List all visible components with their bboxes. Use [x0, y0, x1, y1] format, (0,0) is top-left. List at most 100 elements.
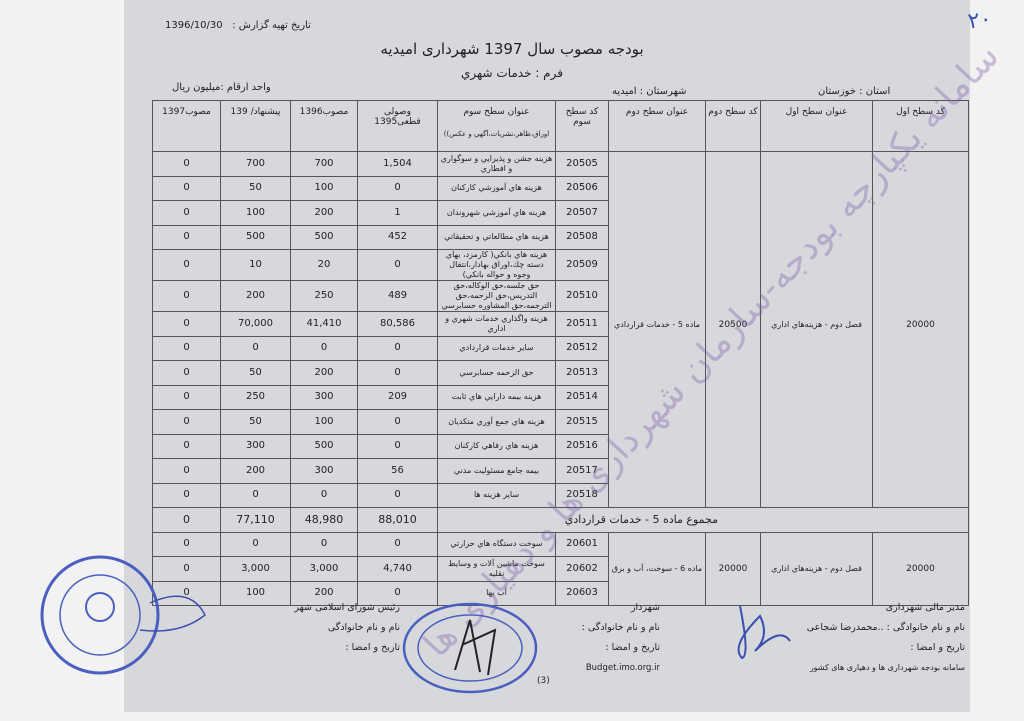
- header-level3-title-text: عنوان سطح سوم: [463, 107, 530, 117]
- cell-approved-1397: 0: [152, 200, 221, 226]
- cell-proposed-1397: 100: [220, 200, 291, 226]
- council-signature-block: رئیس شورای اسلامی شهر نام و نام خانوادگی…: [250, 598, 400, 658]
- cell-proposed-1397: 10: [220, 249, 291, 281]
- system-footer: سامانه بودجه شهرداری ها و دهیاری های کشو…: [809, 663, 965, 672]
- finance-date: تاریخ و امضا :: [910, 642, 965, 653]
- cell-proposed-1397: 70,000: [220, 311, 291, 337]
- cell-approved-1397: 0: [152, 151, 221, 177]
- cell-title: هزينه هاي جمع آوري متكديان: [437, 409, 556, 435]
- total-approved-1397: 0: [152, 507, 221, 533]
- cell-code: 20509: [555, 249, 609, 281]
- cell-code: 20508: [555, 224, 609, 250]
- cell-approved-1396: 200: [290, 200, 358, 226]
- cell-approved-1396: 200: [290, 580, 358, 606]
- header-approved-1397: مصوب1397: [152, 100, 221, 152]
- cell-approved-1397: 0: [152, 249, 221, 281]
- cell-approved-1396: 0: [290, 482, 358, 508]
- cell-actual-1395: 0: [357, 409, 438, 435]
- cell-actual-1395: 1,504: [357, 151, 438, 177]
- cell-code: 20506: [555, 175, 609, 201]
- cell-approved-1397: 0: [152, 311, 221, 337]
- cell-proposed-1397: 300: [220, 433, 291, 459]
- cell-approved-1397: 0: [152, 224, 221, 250]
- cell-proposed-1397: 100: [220, 580, 291, 606]
- table-row: 20511 هزينه واگذاري خدمات شهري و اداري 80,…: [152, 311, 969, 337]
- cell-actual-1395: 0: [357, 249, 438, 281]
- website: Budget.imo.org.ir: [585, 663, 660, 673]
- mayor-role: شهردار: [630, 602, 660, 613]
- table-row: 20509 هزينه هاي بانكي( كارمزد، بهاي دسته …: [152, 249, 969, 281]
- cell-title: ساير خدمات قراردادي: [437, 335, 556, 361]
- cell-approved-1397: 0: [152, 458, 221, 484]
- table-row: 20510 حق جلسه،حق الوكاله،حق التدريس،حق ال…: [152, 280, 969, 312]
- budget-table: کد سطح اول عنوان سطح اول کد سطح دوم عنوا…: [152, 100, 969, 606]
- cell-approved-1396: 100: [290, 409, 358, 435]
- cell-approved-1397: 0: [152, 175, 221, 201]
- total-approved-1396: 48,980: [290, 507, 358, 533]
- mayor-name: نام و نام خانوادگی :: [581, 622, 660, 633]
- table-row: 20000 فصل دوم - هزینه‌هاي اداري 20500 ماده …: [152, 151, 969, 508]
- cell-actual-1395: 1: [357, 200, 438, 226]
- cell-title: هزينه هاي مطالعاتي و تحقيقاتي: [437, 224, 556, 250]
- cell-proposed-1397: 0: [220, 335, 291, 361]
- cell-proposed-1397: 200: [220, 280, 291, 312]
- cell-level2-code: 20500: [705, 151, 761, 508]
- cell-approved-1396: 3,000: [290, 556, 358, 582]
- county: شهرستان : امیدیه: [612, 86, 687, 97]
- cell-code: 20515: [555, 409, 609, 435]
- cell-level1-title: فصل دوم - هزینه‌هاي اداري: [760, 151, 873, 508]
- header-level1-title: عنوان سطح اول: [760, 100, 873, 152]
- finance-name: نام و نام خانوادگی : ..محمدرضا شجاعی: [806, 622, 965, 633]
- header-approved-1396: مصوب1396: [290, 100, 358, 152]
- handwritten-page-number: ۲۰: [966, 6, 994, 35]
- table-row: 20513 حق الزحمه حسابرسي 0 200 50 0: [152, 360, 969, 386]
- unit: واحد ارقام :میلیون ریال: [172, 82, 271, 93]
- header-level3-title: عنوان سطح سوم اوراق،ظاهر،نشریات،آگهي و عک…: [437, 100, 556, 152]
- report-date-label: تاریخ تهیه گزارش :: [232, 20, 311, 31]
- cell-proposed-1397: 50: [220, 409, 291, 435]
- finance-signature-block: مدیر مالی شهرداری نام و نام خانوادگی : .…: [780, 598, 965, 678]
- council-name: نام و نام خانوادگی: [327, 622, 400, 633]
- cell-actual-1395: 0: [357, 531, 438, 557]
- cell-proposed-1397: 250: [220, 384, 291, 410]
- council-stamp-icon: [40, 555, 206, 675]
- cell-code: 20601: [555, 531, 609, 557]
- cell-approved-1397: 0: [152, 482, 221, 508]
- cell-code: 20505: [555, 151, 609, 177]
- cell-actual-1395: 452: [357, 224, 438, 250]
- cell-title: ساير هزينه ها: [437, 482, 556, 508]
- cell-title: آب بها: [437, 580, 556, 606]
- cell-title: هزينه هاي آموزشي شهروندان: [437, 200, 556, 226]
- page-number: (3): [537, 676, 550, 686]
- mayor-date: تاریخ و امضا :: [605, 642, 660, 653]
- cell-approved-1396: 250: [290, 280, 358, 312]
- cell-title: سوخت دستگاه هاي حرارتي: [437, 531, 556, 557]
- cell-code: 20603: [555, 580, 609, 606]
- cell-actual-1395: 209: [357, 384, 438, 410]
- finance-signature-icon: [737, 605, 791, 660]
- cell-code: 20507: [555, 200, 609, 226]
- cell-proposed-1397: 3,000: [220, 556, 291, 582]
- cell-approved-1396: 20: [290, 249, 358, 281]
- table-row: 20517 بيمه جامع مسئوليت مدني 56 300 200 0: [152, 458, 969, 484]
- header-level3-code: کد سطح سوم: [555, 100, 609, 152]
- total-actual-1395: 88,010: [357, 507, 438, 533]
- cell-proposed-1397: 200: [220, 458, 291, 484]
- council-date: تاریخ و امضا :: [345, 642, 400, 653]
- total-row: مجموع ماده 5 - خدمات قراردادي 88,010 48,98…: [152, 507, 969, 533]
- cell-level1-title: فصل دوم - هزینه‌هاي اداري: [760, 531, 873, 606]
- header-level1-code: کد سطح اول: [872, 100, 969, 152]
- cell-proposed-1397: 0: [220, 482, 291, 508]
- page-title: بودجه مصوب سال 1397 شهرداری امیدیه: [380, 40, 644, 58]
- mayor-stamp-icon: [402, 602, 538, 694]
- cell-proposed-1397: 50: [220, 360, 291, 386]
- header-level2-title: عنوان سطح دوم: [608, 100, 706, 152]
- cell-title: هزينه هاي آموزشي كاركنان: [437, 175, 556, 201]
- cell-title: هزينه بيمه دارايي هاي ثابت: [437, 384, 556, 410]
- header-level2-code: کد سطح دوم: [705, 100, 761, 152]
- report-date: 1396/10/30: [165, 20, 223, 31]
- cell-approved-1397: 0: [152, 335, 221, 361]
- cell-code: 20512: [555, 335, 609, 361]
- cell-actual-1395: 56: [357, 458, 438, 484]
- table-row: 20512 ساير خدمات قراردادي 0 0 0 0: [152, 335, 969, 361]
